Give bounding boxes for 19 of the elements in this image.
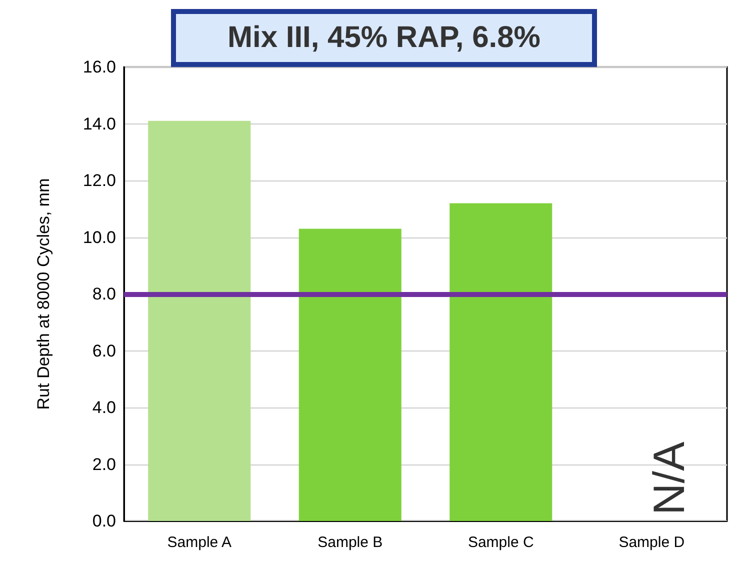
- y-tick-label: 16.0: [82, 58, 116, 76]
- chart-title: Mix III, 45% RAP, 6.8%: [171, 9, 597, 67]
- y-tick-label: 4.0: [92, 398, 116, 417]
- bar: [148, 120, 251, 521]
- y-tick-label: 2.0: [92, 454, 116, 474]
- x-tick-label: Sample C: [468, 534, 534, 551]
- x-tick-label: Sample A: [167, 534, 232, 551]
- annotation: N/A: [645, 441, 694, 515]
- y-tick-label: 6.0: [92, 341, 116, 360]
- bar: [450, 203, 552, 521]
- y-tick-label: 12.0: [82, 171, 116, 190]
- y-tick-label: 14.0: [82, 114, 116, 134]
- x-tick-label: Sample B: [318, 534, 383, 551]
- x-tick-label: Sample D: [618, 534, 685, 551]
- bar: [298, 228, 402, 521]
- y-axis-title: Rut Depth at 8000 Cycles, mm: [34, 178, 53, 410]
- y-tick-label: 8.0: [92, 284, 116, 304]
- y-tick-label: 10.0: [82, 228, 116, 247]
- y-tick-label: 0.0: [92, 512, 116, 530]
